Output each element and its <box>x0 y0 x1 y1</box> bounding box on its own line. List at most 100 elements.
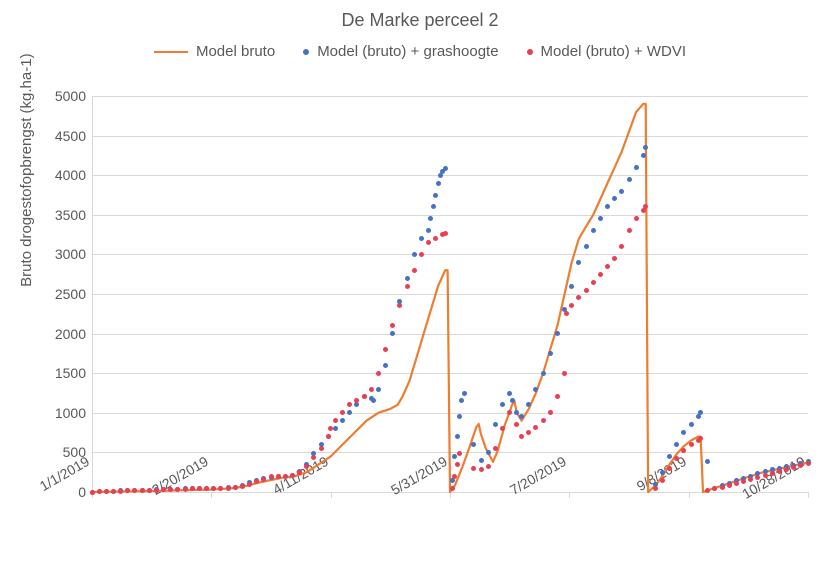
point-wdvi <box>147 488 152 493</box>
point-wdvi <box>770 471 775 476</box>
y-tick-label: 5000 <box>55 88 86 104</box>
point-grashoogte <box>584 244 589 249</box>
point-wdvi <box>450 486 455 491</box>
point-grashoogte <box>493 422 498 427</box>
legend: Model bruto Model (bruto) + grashoogte M… <box>0 43 840 60</box>
point-wdvi <box>154 488 159 493</box>
y-tick-label: 4000 <box>55 167 86 183</box>
x-tick-mark <box>211 492 212 498</box>
dot-swatch-icon <box>303 49 309 55</box>
y-axis-label: Bruto drogestofopbrengst (kg.ha-1) <box>18 53 35 286</box>
point-grashoogte <box>507 391 512 396</box>
point-wdvi <box>376 371 381 376</box>
point-wdvi <box>486 464 491 469</box>
point-wdvi <box>118 489 123 494</box>
point-wdvi <box>455 462 460 467</box>
point-grashoogte <box>641 153 646 158</box>
point-grashoogte <box>667 454 672 459</box>
point-wdvi <box>297 470 302 475</box>
point-grashoogte <box>405 276 410 281</box>
chart-container: De Marke perceel 2 Model bruto Model (br… <box>0 0 840 583</box>
point-wdvi <box>667 466 672 471</box>
point-wdvi <box>598 272 603 277</box>
point-wdvi <box>689 442 694 447</box>
point-wdvi <box>634 216 639 221</box>
point-wdvi <box>653 486 658 491</box>
point-wdvi <box>734 481 739 486</box>
chart-title: De Marke perceel 2 <box>0 0 840 31</box>
point-wdvi <box>283 474 288 479</box>
point-wdvi <box>493 446 498 451</box>
x-tick-label: 1/1/2019 <box>6 453 92 512</box>
point-wdvi <box>419 252 424 257</box>
point-grashoogte <box>555 331 560 336</box>
legend-item-wdvi: Model (bruto) + WDVI <box>527 43 686 60</box>
plot-area: 0500100015002000250030003500400045005000… <box>92 96 808 492</box>
y-tick-label: 3500 <box>55 207 86 223</box>
point-wdvi <box>369 387 374 392</box>
point-wdvi <box>660 478 665 483</box>
y-tick-label: 3000 <box>55 246 86 262</box>
point-wdvi <box>140 488 145 493</box>
point-grashoogte <box>627 177 632 182</box>
point-wdvi <box>541 418 546 423</box>
point-grashoogte <box>541 371 546 376</box>
point-wdvi <box>412 268 417 273</box>
point-wdvi <box>290 473 295 478</box>
point-wdvi <box>111 489 116 494</box>
legend-label: Model bruto <box>196 43 275 60</box>
dot-swatch-icon <box>527 49 533 55</box>
point-wdvi <box>720 485 725 490</box>
y-tick-label: 0 <box>78 484 86 500</box>
x-tick-mark <box>689 492 690 498</box>
point-wdvi <box>452 474 457 479</box>
x-tick-mark <box>331 492 332 498</box>
y-tick-label: 4500 <box>55 128 86 144</box>
x-tick-mark <box>569 492 570 498</box>
point-wdvi <box>426 240 431 245</box>
point-wdvi <box>319 446 324 451</box>
point-grashoogte <box>412 252 417 257</box>
point-wdvi <box>97 489 102 494</box>
legend-label: Model (bruto) + grashoogte <box>317 43 498 60</box>
point-grashoogte <box>619 189 624 194</box>
point-grashoogte <box>419 236 424 241</box>
point-grashoogte <box>462 391 467 396</box>
point-wdvi <box>727 483 732 488</box>
point-wdvi <box>479 467 484 472</box>
point-wdvi <box>605 264 610 269</box>
point-grashoogte <box>689 422 694 427</box>
legend-item-grashoogte: Model (bruto) + grashoogte <box>303 43 498 60</box>
x-tick-mark <box>808 492 809 498</box>
point-grashoogte <box>591 228 596 233</box>
point-grashoogte <box>436 181 441 186</box>
point-wdvi <box>627 228 632 233</box>
series-model-bruto <box>92 96 808 492</box>
point-wdvi <box>405 284 410 289</box>
y-tick-label: 1000 <box>55 405 86 421</box>
point-wdvi <box>247 482 252 487</box>
legend-item-model-bruto: Model bruto <box>154 43 275 60</box>
point-wdvi <box>777 469 782 474</box>
point-wdvi <box>183 487 188 492</box>
point-grashoogte <box>455 434 460 439</box>
point-grashoogte <box>548 351 553 356</box>
point-grashoogte <box>569 284 574 289</box>
point-grashoogte <box>376 387 381 392</box>
point-wdvi <box>90 490 95 495</box>
y-tick-label: 2500 <box>55 286 86 302</box>
point-grashoogte <box>383 363 388 368</box>
point-wdvi <box>233 485 238 490</box>
y-tick-label: 1500 <box>55 365 86 381</box>
point-grashoogte <box>634 165 639 170</box>
point-wdvi <box>443 231 448 236</box>
point-wdvi <box>591 280 596 285</box>
legend-label: Model (bruto) + WDVI <box>541 43 686 60</box>
point-grashoogte <box>433 193 438 198</box>
point-wdvi <box>276 474 281 479</box>
line-swatch-icon <box>154 51 188 53</box>
y-tick-label: 2000 <box>55 326 86 342</box>
point-wdvi <box>584 288 589 293</box>
point-wdvi <box>806 461 811 466</box>
point-grashoogte <box>486 450 491 455</box>
